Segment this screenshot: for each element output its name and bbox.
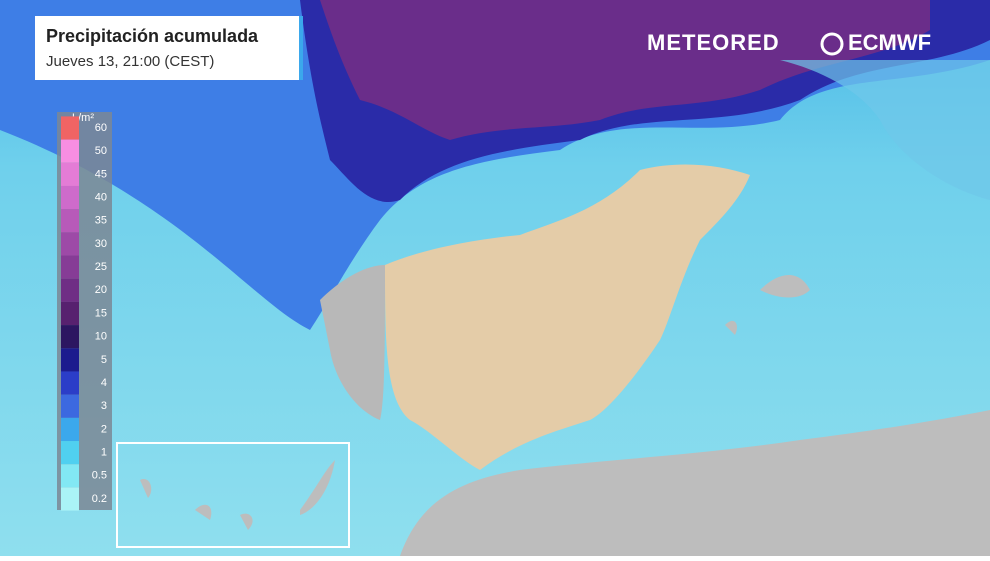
- brand-right: ECMWF: [848, 30, 931, 55]
- brand-icon: [820, 32, 844, 56]
- title-accent: [299, 16, 303, 80]
- legend-label: 25: [95, 261, 107, 273]
- legend-swatch: [61, 371, 79, 395]
- legend-label: 2: [101, 423, 107, 435]
- legend-swatch: [61, 394, 79, 418]
- legend-swatch: [61, 232, 79, 256]
- legend-swatch: [61, 139, 79, 163]
- legend-swatch: [61, 209, 79, 233]
- legend-swatch: [61, 325, 79, 349]
- title-box: [35, 16, 303, 80]
- canary-inset: [116, 442, 350, 548]
- brand-left: METEORED: [647, 30, 780, 55]
- legend-swatch: [61, 487, 79, 511]
- legend-swatch: [61, 185, 79, 210]
- legend-label: 1: [101, 447, 107, 459]
- subtitle: Jueves 13, 21:00 (CEST): [46, 53, 214, 70]
- legend-swatch: [61, 464, 79, 488]
- balearic-islands: [725, 275, 810, 335]
- legend-swatch: [61, 417, 79, 442]
- legend-swatch: [61, 278, 79, 302]
- legend-label: 0.2: [92, 493, 107, 505]
- legend-label: 20: [95, 284, 107, 296]
- legend-swatch: [61, 255, 79, 279]
- legend-label: 4: [101, 377, 107, 389]
- legend-swatch: [61, 441, 79, 465]
- legend-label: 35: [95, 215, 107, 227]
- legend-swatch: [61, 348, 79, 372]
- africa-land: [400, 410, 990, 556]
- legend-label: 45: [95, 168, 107, 180]
- legend-label: 60: [95, 122, 107, 134]
- title: Precipitación acumulada: [46, 26, 259, 46]
- legend-label: 3: [101, 400, 107, 412]
- italy-sea: [780, 60, 990, 200]
- legend-swatch: [61, 162, 79, 186]
- legend-swatch: [61, 116, 79, 140]
- legend-label: 30: [95, 238, 107, 250]
- legend-label: 5: [101, 354, 107, 366]
- legend: 60 50 45 40 35 30 25 20 15 10 5 4 3 2 1 0.5 0.2: [61, 116, 107, 511]
- legend-label: 50: [95, 145, 107, 157]
- legend-label: 40: [95, 191, 107, 203]
- legend-swatch: [61, 301, 79, 326]
- rain-core: [320, 0, 930, 140]
- legend-label: 15: [95, 307, 107, 319]
- legend-label: 10: [95, 331, 107, 343]
- portugal-land: [320, 265, 385, 420]
- iberia-dry: [385, 164, 750, 471]
- legend-label: 0.5: [92, 470, 107, 482]
